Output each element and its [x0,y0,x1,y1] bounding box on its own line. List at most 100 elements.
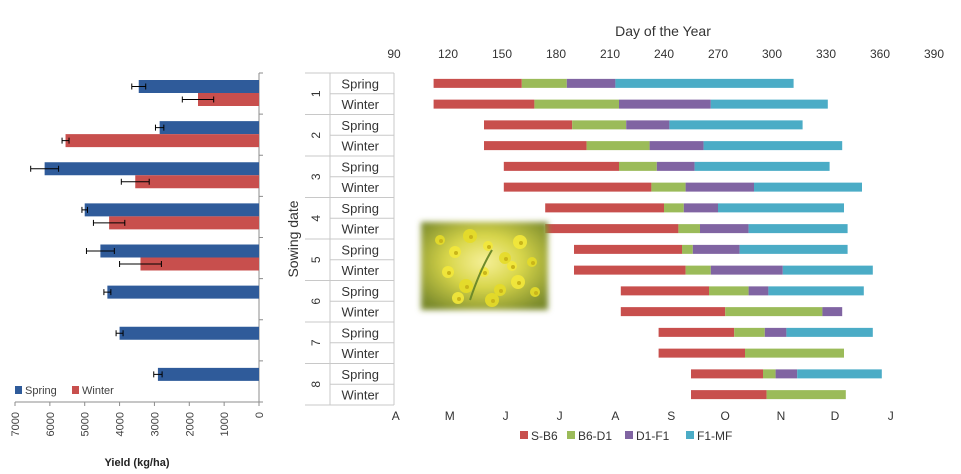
phase-bar-b6-d1 [572,120,626,129]
season-label-spring: Spring [341,201,379,216]
sowing-date-label: 3 [309,173,323,180]
phase-bar-f1-mf [754,183,862,192]
phase-bar-b6-d1 [709,286,749,295]
phase-bar-s-b6 [484,120,572,129]
flower-center [457,297,461,301]
yield-bar-winter [135,175,259,188]
yield-bar-spring [158,368,259,381]
gantt-day-tick-label: 270 [708,47,728,61]
phase-bar-b6-d1 [678,224,700,233]
yield-tick-label: 7000 [10,412,22,436]
phase-bar-f1-mf [704,141,843,150]
phase-bar-d1-f1 [657,162,695,171]
phase-bar-f1-mf [615,79,793,88]
phase-bar-f1-mf [749,224,848,233]
flower-center [465,285,469,289]
phase-bar-b6-d1 [682,245,693,254]
season-label-spring: Spring [341,118,379,133]
yield-tick-label: 6000 [45,412,57,436]
legend-swatch-s-b6 [520,431,528,439]
phase-bar-b6-d1 [534,100,619,109]
sowing-date-label: 4 [309,215,323,222]
gantt-day-tick-label: 300 [762,47,782,61]
legend-swatch-d1-f1 [625,431,633,439]
phase-bar-d1-f1 [684,203,718,212]
phase-bar-b6-d1 [619,162,657,171]
chart-canvas: 01000200030004000500060007000Spring Winte… [0,0,961,474]
phase-bar-d1-f1 [686,183,754,192]
season-label-winter: Winter [341,346,379,361]
phase-bar-b6-d1 [767,390,846,399]
gantt-day-tick-label: 390 [924,47,944,61]
season-label-winter: Winter [341,388,379,403]
season-label-winter: Winter [341,97,379,112]
phase-bar-b6-d1 [664,203,684,212]
month-label: M [445,409,455,423]
season-label-spring: Spring [341,325,379,340]
sowing-date-label: 2 [309,132,323,139]
flower-center [439,239,443,243]
phase-bar-b6-d1 [651,183,685,192]
phase-bar-s-b6 [504,162,619,171]
phase-bar-f1-mf [786,328,872,337]
phase-bar-d1-f1 [619,100,711,109]
gantt-day-tick-label: 120 [438,47,458,61]
flower-center [517,281,521,285]
yield-tick-label: 2000 [184,412,196,436]
flower-center [454,251,458,255]
gantt-day-tick-label: 210 [600,47,620,61]
phase-bar-f1-mf [768,286,863,295]
phase-bar-s-b6 [484,141,587,150]
phase-bar-d1-f1 [693,245,740,254]
yield-bar-winter [66,134,259,147]
phase-bar-d1-f1 [822,307,842,316]
gantt-day-tick-label: 330 [816,47,836,61]
season-label-winter: Winter [341,263,379,278]
sowing-date-axis-label: Sowing date [285,200,301,277]
season-label-winter: Winter [341,305,379,320]
phase-bar-s-b6 [621,307,725,316]
yield-tick-label: 0 [254,412,266,418]
gantt-title: Day of the Year [615,23,711,39]
yield-tick-label: 4000 [115,412,127,436]
phase-bar-f1-mf [669,120,802,129]
yield-bar-spring [107,286,259,299]
phase-bar-s-b6 [545,203,664,212]
phase-bar-d1-f1 [711,266,783,275]
phase-bar-s-b6 [659,349,745,358]
phase-bar-b6-d1 [725,307,822,316]
phase-bar-b6-d1 [587,141,650,150]
season-label-spring: Spring [341,159,379,174]
month-label: D [831,409,840,423]
month-label: J [503,409,509,423]
yield-tick-label: 1000 [219,412,231,436]
flower-center [534,291,538,295]
phase-bar-d1-f1 [626,120,669,129]
phase-bar-f1-mf [740,245,848,254]
phase-bar-d1-f1 [776,369,798,378]
sowing-date-label: 1 [309,90,323,97]
phase-bar-s-b6 [691,390,767,399]
flower-center [531,261,535,265]
phase-bar-b6-d1 [763,369,776,378]
yield-bar-spring [100,245,259,258]
sowing-date-label: 6 [309,298,323,305]
flower-center [504,257,508,261]
yield-bar-spring [139,80,259,93]
season-label-spring: Spring [341,242,379,257]
month-label: A [392,409,400,423]
phase-bar-b6-d1 [734,328,765,337]
phase-bar-f1-mf [783,266,873,275]
month-label: N [777,409,786,423]
yield-bar-spring [45,162,259,175]
phase-bar-f1-mf [711,100,828,109]
flower-center [511,265,515,269]
month-label: J [557,409,563,423]
flower-center [499,289,503,293]
phase-bar-s-b6 [434,79,522,88]
legend-label-winter: Winter [82,385,114,397]
yield-bar-spring [85,203,259,216]
legend-swatch-spring [15,386,22,394]
phase-bar-d1-f1 [700,224,749,233]
legend-label-f1-mf: F1-MF [697,429,732,443]
